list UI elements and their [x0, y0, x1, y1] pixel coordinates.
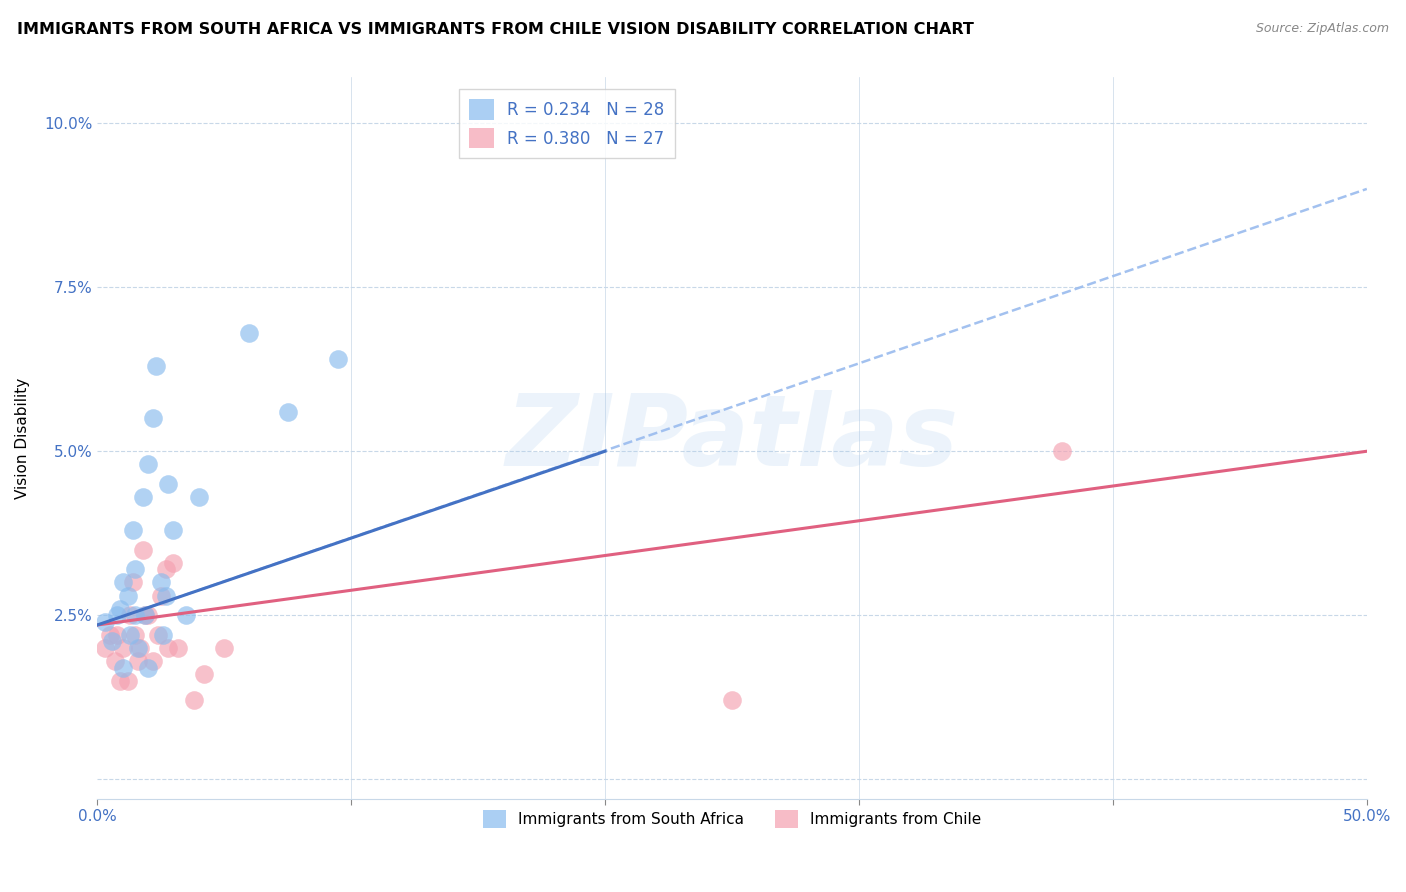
Point: [136, 458, 159, 472]
Point: [132, 490, 155, 504]
Point: [238, 326, 260, 341]
Point: [328, 352, 350, 367]
Point: [134, 608, 156, 623]
Point: [111, 661, 134, 675]
Point: [93, 615, 115, 629]
Point: [93, 640, 115, 655]
Point: [149, 589, 172, 603]
Point: [121, 575, 143, 590]
Point: [120, 628, 142, 642]
Point: [155, 562, 177, 576]
Point: [124, 608, 146, 623]
Point: [157, 477, 180, 491]
Point: [277, 405, 299, 419]
Point: [167, 640, 190, 655]
Point: [134, 608, 156, 623]
Point: [212, 640, 235, 655]
Point: [193, 667, 215, 681]
Point: [107, 628, 129, 642]
Point: [120, 608, 142, 623]
Point: [1050, 444, 1073, 458]
Point: [98, 628, 121, 642]
Point: [132, 542, 155, 557]
Point: [136, 608, 159, 623]
Point: [187, 490, 209, 504]
Point: [101, 634, 124, 648]
Point: [124, 562, 146, 576]
Point: [129, 640, 152, 655]
Point: [117, 673, 139, 688]
Point: [157, 640, 180, 655]
Point: [152, 628, 174, 642]
Point: [127, 640, 149, 655]
Point: [146, 628, 169, 642]
Point: [142, 654, 165, 668]
Point: [124, 628, 146, 642]
Text: IMMIGRANTS FROM SOUTH AFRICA VS IMMIGRANTS FROM CHILE VISION DISABILITY CORRELAT: IMMIGRANTS FROM SOUTH AFRICA VS IMMIGRAN…: [17, 22, 974, 37]
Point: [155, 589, 177, 603]
Point: [721, 693, 744, 707]
Point: [107, 608, 129, 623]
Text: Source: ZipAtlas.com: Source: ZipAtlas.com: [1256, 22, 1389, 36]
Point: [136, 661, 159, 675]
Point: [108, 601, 131, 615]
Y-axis label: Vision Disability: Vision Disability: [15, 377, 30, 499]
Point: [162, 523, 184, 537]
Point: [117, 589, 139, 603]
Legend: Immigrants from South Africa, Immigrants from Chile: Immigrants from South Africa, Immigrants…: [477, 804, 987, 835]
Point: [111, 640, 134, 655]
Text: ZIPatlas: ZIPatlas: [505, 390, 959, 487]
Point: [104, 654, 127, 668]
Point: [127, 654, 149, 668]
Point: [145, 359, 167, 373]
Point: [121, 523, 143, 537]
Point: [149, 575, 172, 590]
Point: [108, 673, 131, 688]
Point: [111, 575, 134, 590]
Point: [174, 608, 197, 623]
Point: [162, 556, 184, 570]
Point: [183, 693, 205, 707]
Point: [142, 411, 165, 425]
